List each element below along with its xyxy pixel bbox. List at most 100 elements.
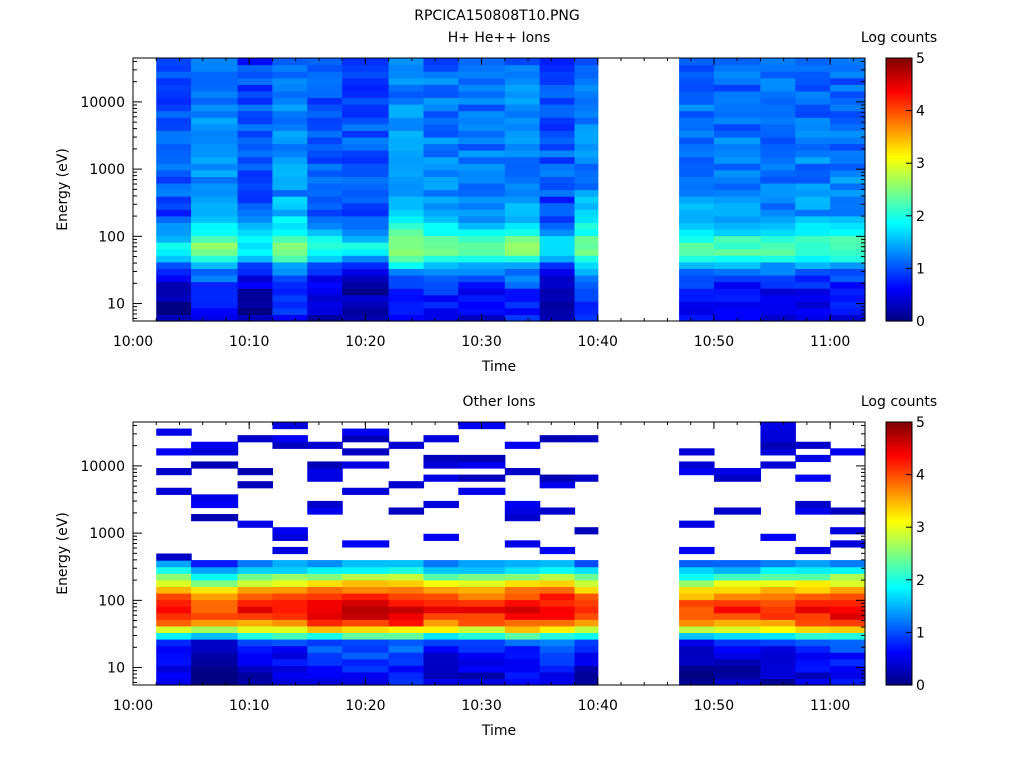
colorbar-swatch bbox=[886, 155, 912, 159]
heatmap-cell bbox=[504, 441, 541, 449]
heatmap-cell bbox=[504, 71, 541, 79]
heatmap-cell bbox=[504, 586, 541, 594]
heatmap-cell bbox=[423, 307, 459, 316]
heatmap-cell bbox=[156, 77, 192, 85]
colorbar-swatch bbox=[886, 645, 912, 649]
heatmap-cell bbox=[342, 579, 390, 587]
heatmap-cell bbox=[272, 632, 308, 640]
heatmap-cell bbox=[539, 314, 576, 322]
heatmap-cell bbox=[458, 248, 506, 256]
heatmap-cell bbox=[272, 599, 308, 607]
heatmap-cell bbox=[342, 90, 390, 99]
heatmap-cell bbox=[191, 652, 239, 660]
heatmap-cell bbox=[458, 123, 506, 131]
heatmap-cell bbox=[307, 176, 343, 184]
heatmap-cell bbox=[307, 658, 343, 666]
heatmap-cell bbox=[760, 422, 796, 430]
heatmap-cell bbox=[504, 560, 541, 568]
heatmap-cell bbox=[795, 202, 831, 210]
heatmap-cell bbox=[574, 136, 599, 145]
heatmap-cell bbox=[760, 678, 796, 686]
heatmap-cell bbox=[307, 281, 343, 289]
heatmap-cell bbox=[156, 307, 192, 316]
heatmap-cell bbox=[539, 474, 576, 482]
colorbar-swatch bbox=[886, 134, 912, 138]
heatmap-cell bbox=[388, 222, 425, 230]
colorbar-swatch bbox=[886, 613, 912, 618]
heatmap-cell bbox=[342, 606, 390, 614]
heatmap-cell bbox=[156, 632, 192, 640]
heatmap-cell bbox=[423, 163, 459, 171]
heatmap-cell bbox=[574, 215, 599, 223]
heatmap-cell bbox=[156, 314, 192, 322]
heatmap-cell bbox=[237, 58, 274, 66]
heatmap-cell bbox=[830, 110, 866, 118]
heatmap-cell bbox=[795, 586, 831, 594]
y-axis-label: Energy (eV) bbox=[55, 148, 71, 231]
heatmap-cell bbox=[574, 586, 599, 594]
heatmap-cell bbox=[679, 228, 715, 237]
heatmap-cell bbox=[156, 428, 192, 436]
heatmap-cell bbox=[830, 268, 866, 276]
heatmap-cell bbox=[191, 619, 239, 627]
colorbar-swatch bbox=[886, 76, 912, 80]
heatmap-cell bbox=[423, 435, 459, 443]
heatmap-cell bbox=[423, 235, 459, 243]
heatmap-cell bbox=[307, 71, 343, 79]
heatmap-cell bbox=[423, 255, 459, 263]
colorbar-swatch bbox=[886, 228, 912, 233]
heatmap-cell bbox=[156, 553, 192, 561]
heatmap-cell bbox=[423, 169, 459, 177]
heatmap-cell bbox=[156, 169, 192, 177]
heatmap-cell bbox=[156, 58, 192, 66]
heatmap-cell bbox=[795, 58, 831, 66]
colorbar-swatch bbox=[886, 107, 912, 112]
heatmap-cell bbox=[388, 560, 425, 568]
colorbar-swatch bbox=[886, 461, 912, 465]
heatmap-cell bbox=[458, 579, 506, 587]
heatmap-cell bbox=[539, 123, 576, 131]
heatmap-cell bbox=[237, 678, 274, 686]
heatmap-cell bbox=[342, 560, 390, 568]
heatmap-cell bbox=[272, 619, 308, 627]
heatmap-cell bbox=[156, 228, 192, 237]
heatmap-cell bbox=[795, 281, 831, 289]
heatmap-cell bbox=[191, 235, 239, 243]
heatmap-cell bbox=[237, 156, 274, 164]
heatmap-cell bbox=[830, 97, 866, 105]
colorbar-swatch bbox=[886, 144, 912, 149]
heatmap-cell bbox=[574, 248, 599, 256]
heatmap-cell bbox=[388, 202, 425, 210]
heatmap-cell bbox=[760, 163, 796, 171]
heatmap-cell bbox=[272, 215, 308, 223]
heatmap-cell bbox=[388, 294, 425, 302]
heatmap-cell bbox=[504, 307, 541, 316]
colorbar-swatch bbox=[886, 160, 912, 164]
heatmap-cell bbox=[504, 242, 541, 250]
heatmap-cell bbox=[760, 592, 796, 601]
heatmap-cell bbox=[795, 90, 831, 99]
heatmap-cell bbox=[388, 579, 425, 587]
x-tick-label: 10:00 bbox=[113, 334, 153, 350]
heatmap-cell bbox=[191, 228, 239, 237]
heatmap-cell bbox=[760, 215, 796, 223]
heatmap-cell bbox=[679, 294, 715, 302]
heatmap-cell bbox=[539, 612, 576, 620]
heatmap-cell bbox=[760, 560, 796, 568]
heatmap-cell bbox=[504, 84, 541, 92]
heatmap-cell bbox=[237, 560, 274, 568]
colorbar-swatch bbox=[886, 215, 912, 220]
heatmap-cell bbox=[307, 84, 343, 92]
heatmap-cell bbox=[830, 638, 866, 647]
y-tick-label: 1000 bbox=[89, 162, 125, 178]
colorbar-swatch bbox=[886, 189, 912, 193]
heatmap-cell bbox=[342, 228, 390, 237]
heatmap-cell bbox=[342, 566, 390, 574]
heatmap-cell bbox=[679, 222, 715, 230]
heatmap-cell bbox=[504, 500, 541, 509]
colorbar-swatch bbox=[886, 105, 912, 109]
heatmap-cell bbox=[574, 314, 599, 322]
heatmap-cell bbox=[574, 274, 599, 283]
heatmap-cell bbox=[504, 156, 541, 164]
heatmap-cell bbox=[539, 592, 576, 601]
